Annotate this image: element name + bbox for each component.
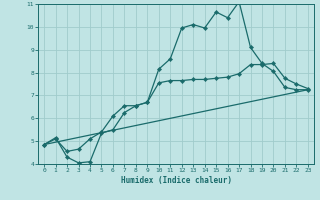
X-axis label: Humidex (Indice chaleur): Humidex (Indice chaleur) [121, 176, 231, 185]
